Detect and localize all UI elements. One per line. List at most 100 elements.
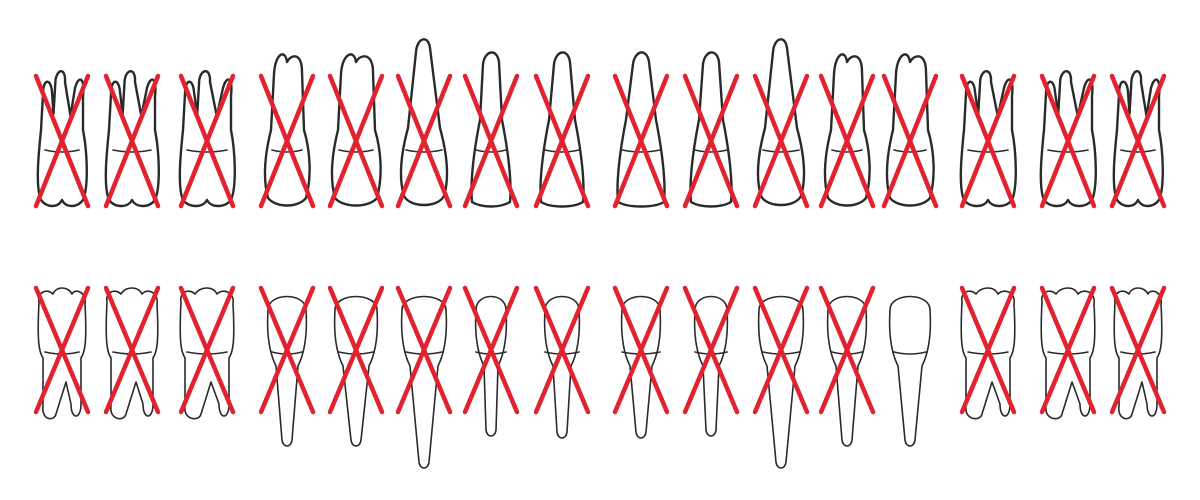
- x-stroke-2: [682, 285, 740, 415]
- upper-tooth-2: [103, 70, 161, 209]
- extraction-x-mark: [327, 73, 385, 209]
- x-stroke-2: [1109, 285, 1167, 415]
- lower-tooth-14: [959, 285, 1017, 420]
- cej-line: [186, 149, 228, 153]
- upper-tooth-12: [818, 53, 876, 209]
- cej-line: [831, 149, 863, 153]
- lower-tooth-13: [888, 295, 932, 447]
- extraction-x-mark: [752, 285, 810, 415]
- lower-tooth-7: [462, 285, 520, 437]
- lower-tooth-6: [395, 285, 453, 469]
- canine-outline: [756, 38, 806, 207]
- extraction-x-mark: [178, 285, 236, 415]
- x-stroke-2: [682, 73, 740, 209]
- lateral-incisor-outline: [689, 51, 733, 208]
- cej-line: [44, 149, 80, 153]
- x-stroke-2: [103, 73, 161, 209]
- extraction-x-mark: [462, 73, 520, 209]
- extraction-x-mark: [395, 285, 453, 415]
- extraction-x-mark: [881, 73, 939, 209]
- upper-tooth-9: [612, 51, 670, 209]
- cej-line: [967, 149, 1009, 153]
- premolar-outline: [888, 295, 932, 447]
- cej-line: [1047, 149, 1089, 153]
- extraction-x-mark: [327, 285, 385, 415]
- extraction-x-mark: [612, 285, 670, 415]
- upper-tooth-3: [178, 70, 236, 209]
- x-stroke-2: [533, 285, 591, 415]
- extraction-x-mark: [682, 73, 740, 209]
- lower-tooth-2: [103, 285, 161, 420]
- extraction-x-mark: [258, 285, 316, 415]
- x-stroke-2: [258, 285, 316, 415]
- upper-tooth-14: [959, 70, 1017, 209]
- canine-outline: [400, 295, 448, 469]
- extraction-x-mark: [752, 73, 810, 209]
- x-stroke-2: [327, 285, 385, 415]
- upper-tooth-4: [258, 53, 316, 209]
- cej-line: [405, 149, 443, 153]
- extraction-x-mark: [258, 73, 316, 209]
- x-stroke-2: [258, 73, 316, 209]
- lower-tooth-16: [1109, 285, 1167, 420]
- extraction-x-mark: [33, 73, 91, 209]
- x-stroke-2: [103, 285, 161, 415]
- lower-tooth-8: [533, 285, 591, 439]
- upper-tooth-11: [752, 38, 810, 209]
- upper-tooth-15: [1039, 70, 1097, 209]
- cej-line: [893, 149, 927, 153]
- extraction-x-mark: [682, 285, 740, 415]
- x-stroke-2: [752, 285, 810, 415]
- cej-line: [893, 351, 927, 355]
- x-stroke-2: [1039, 285, 1097, 415]
- upper-tooth-16: [1109, 70, 1167, 209]
- x-stroke-2: [395, 73, 453, 209]
- extraction-x-mark: [33, 285, 91, 415]
- extraction-x-mark: [533, 73, 591, 209]
- upper-tooth-10: [682, 51, 740, 209]
- lower-tooth-15: [1039, 285, 1097, 420]
- extraction-x-mark: [612, 73, 670, 209]
- extraction-x-mark: [395, 73, 453, 209]
- extraction-x-mark: [103, 285, 161, 415]
- x-stroke-2: [533, 73, 591, 209]
- lower-tooth-5: [327, 285, 385, 447]
- x-stroke-2: [881, 73, 939, 209]
- lower-tooth-4: [258, 285, 316, 447]
- x-stroke-2: [1039, 73, 1097, 209]
- canine-outline: [399, 38, 449, 207]
- upper-tooth-6: [395, 38, 453, 209]
- lower-tooth-9: [612, 285, 670, 439]
- lower-arch: [33, 285, 1167, 469]
- extraction-x-mark: [818, 285, 876, 415]
- cej-line: [621, 149, 661, 153]
- lower-tooth-1: [33, 285, 91, 420]
- x-stroke-2: [612, 73, 670, 209]
- extraction-x-mark: [1039, 285, 1097, 415]
- extraction-x-mark: [1109, 73, 1167, 209]
- cej-line: [1120, 149, 1156, 153]
- lower-tooth-10: [682, 285, 740, 437]
- cej-line: [112, 149, 152, 153]
- canine-outline: [757, 295, 805, 469]
- extraction-x-mark: [103, 73, 161, 209]
- x-stroke-2: [818, 73, 876, 209]
- x-stroke-2: [612, 285, 670, 415]
- x-stroke-2: [752, 73, 810, 209]
- x-stroke-2: [395, 285, 453, 415]
- x-stroke-2: [178, 285, 236, 415]
- extraction-x-mark: [462, 285, 520, 415]
- upper-tooth-8: [533, 51, 591, 209]
- x-stroke-2: [959, 285, 1017, 415]
- lower-tooth-11: [752, 285, 810, 469]
- premolar-outline: [826, 295, 868, 447]
- upper-tooth-1: [33, 70, 91, 209]
- upper-tooth-5: [327, 53, 385, 209]
- extraction-x-mark: [959, 285, 1017, 415]
- extraction-x-mark: [533, 285, 591, 415]
- x-stroke-2: [178, 73, 236, 209]
- lateral-incisor-outline: [474, 295, 508, 437]
- premolar-outline: [266, 295, 308, 447]
- extraction-x-mark: [818, 73, 876, 209]
- extraction-x-mark: [1039, 73, 1097, 209]
